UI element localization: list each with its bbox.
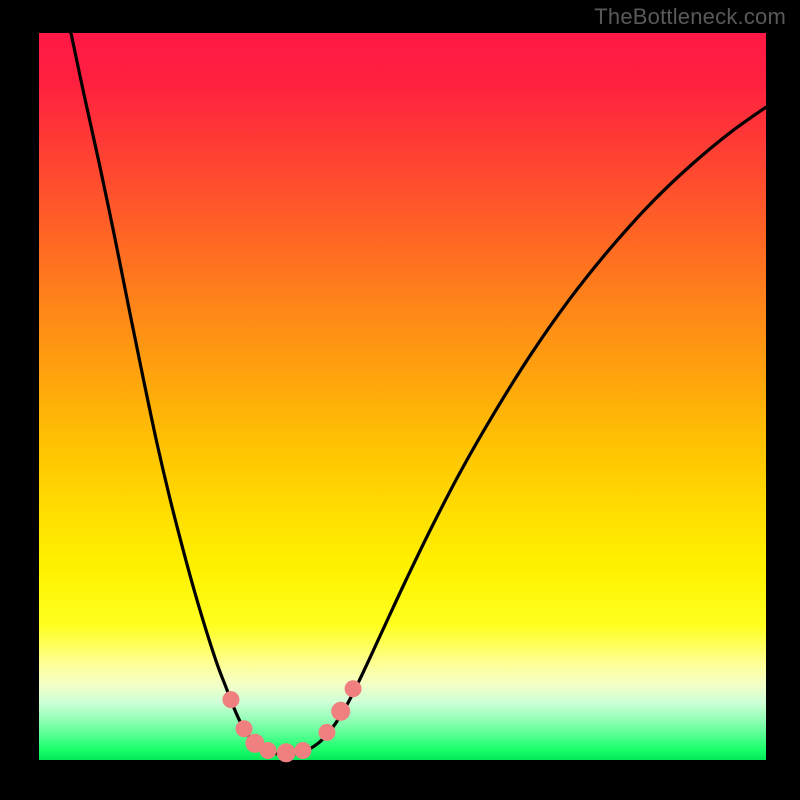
data-marker [345,681,361,697]
data-marker [223,692,239,708]
data-marker [295,743,311,759]
bottleneck-chart [0,0,800,800]
data-marker [332,702,350,720]
data-marker [236,721,252,737]
data-marker [319,724,335,740]
watermark-text: TheBottleneck.com [594,4,786,30]
data-marker [277,744,295,762]
data-marker [260,743,276,759]
chart-container: TheBottleneck.com [0,0,800,800]
